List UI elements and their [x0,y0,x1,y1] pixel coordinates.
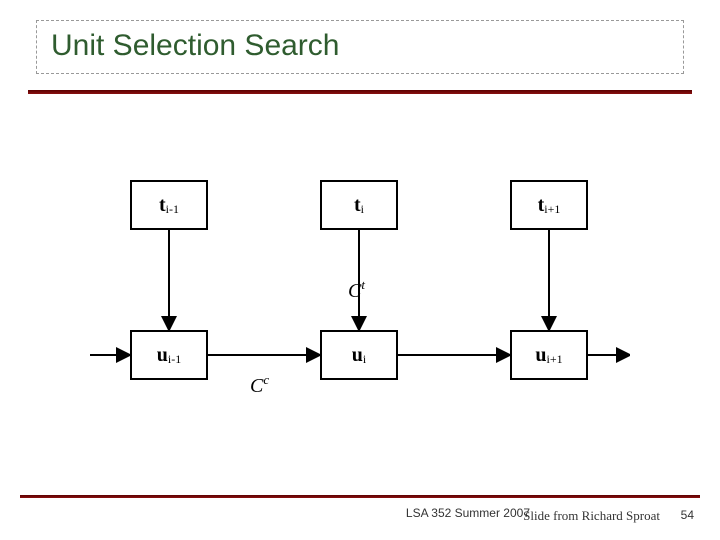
edge-label: Ct [348,280,365,303]
footer-course: LSA 352 Summer 2007 [406,506,530,520]
footer-credit: Slide from Richard Sproat [523,508,660,524]
slide: Unit Selection Search ti-1titi+1ui-1uiui… [0,0,720,540]
node-t0: ti-1 [130,180,208,230]
node-sub: i-1 [168,352,181,367]
node-sub: i+1 [547,352,563,367]
node-base: t [538,194,545,217]
node-sub: i+1 [544,202,560,217]
node-u1: ui [320,330,398,380]
node-base: t [354,194,361,217]
node-sub: i [363,352,366,367]
node-sub: i [361,202,364,217]
node-base: u [535,344,546,367]
node-t1: ti [320,180,398,230]
edge-label-sup: t [361,277,365,292]
title-box: Unit Selection Search [36,20,684,74]
node-base: u [157,344,168,367]
edge-label-sup: c [263,372,269,387]
page-number: 54 [681,508,694,522]
edge-label-base: C [348,280,361,302]
edge-label: Cc [250,375,269,398]
edge-label-base: C [250,375,263,397]
node-u2: ui+1 [510,330,588,380]
node-base: u [352,344,363,367]
footer-rule [20,495,700,498]
node-t2: ti+1 [510,180,588,230]
footer: LSA 352 Summer 2007 Slide from Richard S… [20,496,700,526]
diagram: ti-1titi+1ui-1uiui+1CtCc [90,170,630,430]
node-base: t [159,194,166,217]
node-sub: i-1 [166,202,179,217]
title-rule [28,90,692,94]
node-u0: ui-1 [130,330,208,380]
slide-title: Unit Selection Search [51,29,669,63]
